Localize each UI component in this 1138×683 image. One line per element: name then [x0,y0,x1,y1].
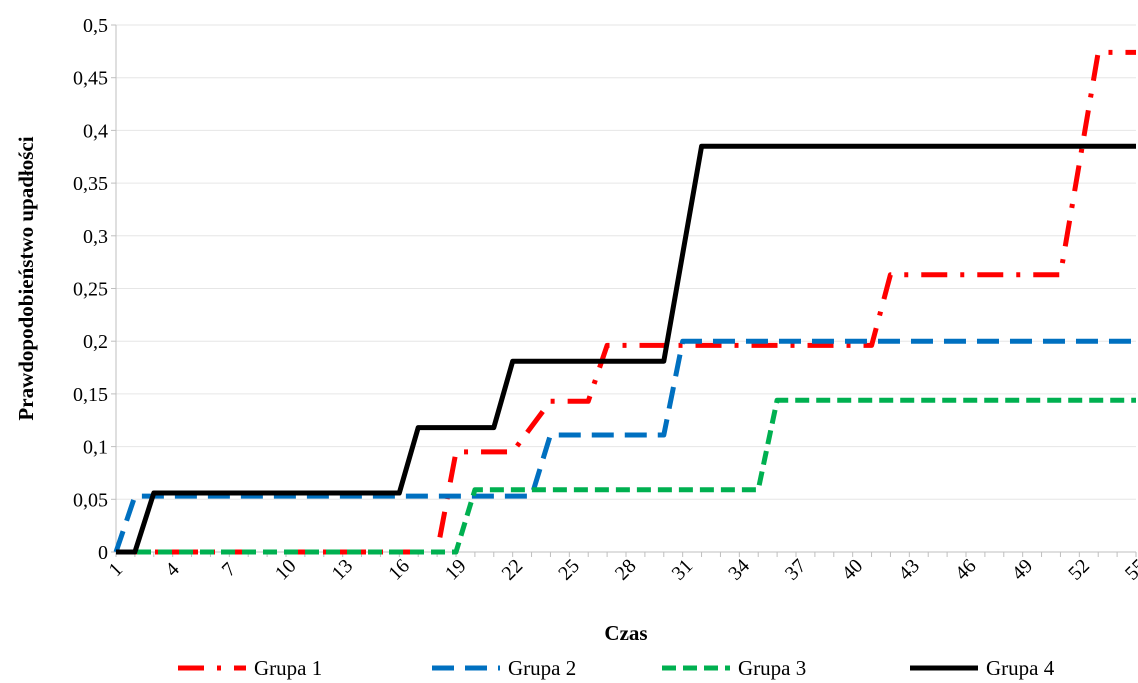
x-tick-label: 34 [724,555,754,585]
series-line-1 [116,49,1136,555]
legend: Grupa 1 Grupa 2 Grupa 3 Grupa 4 [178,656,1055,680]
x-tick-label: 16 [384,555,414,585]
y-tick-label: 0,35 [73,173,108,195]
y-tick-label: 0,3 [83,226,108,248]
x-tick-label: 40 [838,555,868,585]
y-tick-label: 0,45 [73,68,108,90]
x-tick-label: 10 [271,555,301,585]
x-tick-label: 7 [218,558,241,581]
x-axis-ticks: 1 4 7 10 13 16 19 22 25 28 31 34 37 40 43 46 49 52 55 [104,555,1138,585]
series-line-3 [116,397,1136,555]
series-lines [113,49,1136,555]
y-tick-label: 0,2 [83,331,108,353]
x-tick-label: 13 [328,555,358,585]
x-tick-label: 28 [611,555,641,585]
x-tick-label: 37 [781,555,811,585]
legend-label: Grupa 1 [254,656,322,680]
x-tick-label: 1 [104,558,127,581]
x-tick-label: 46 [951,555,981,585]
x-tick-label: 43 [894,555,924,585]
series-line-4 [116,143,1136,555]
y-tick-label: 0,5 [83,15,108,37]
legend-label: Grupa 2 [508,656,576,680]
legend-label: Grupa 3 [738,656,806,680]
y-tick-label: 0,25 [73,279,108,301]
x-tick-label: 4 [161,558,184,581]
y-tick-label: 0,4 [83,120,108,142]
y-tick-label: 0,1 [83,437,108,459]
x-tick-label: 25 [554,555,584,585]
gridlines [116,24,1136,500]
x-tick-label: 31 [668,555,698,585]
y-tick-label: 0,15 [73,384,108,406]
axes [111,24,1137,557]
y-tick-label: 0,05 [73,489,108,511]
x-tick-label: 52 [1064,555,1094,585]
series-line-2 [113,338,1136,553]
y-axis-ticks: 0 0,05 0,1 0,15 0,2 0,25 0,3 0,35 0,4 0,45 0,5 [73,15,108,564]
x-tick-label: 22 [498,555,528,585]
x-tick-label: 55 [1121,555,1138,585]
y-tick-label: 0 [98,542,108,564]
y-axis-title: Prawdopodobieństwo upadłości [14,136,38,420]
legend-label: Grupa 4 [986,656,1055,680]
x-tick-label: 49 [1008,555,1038,585]
x-tick-label: 19 [441,555,471,585]
x-axis-title: Czas [604,621,647,645]
